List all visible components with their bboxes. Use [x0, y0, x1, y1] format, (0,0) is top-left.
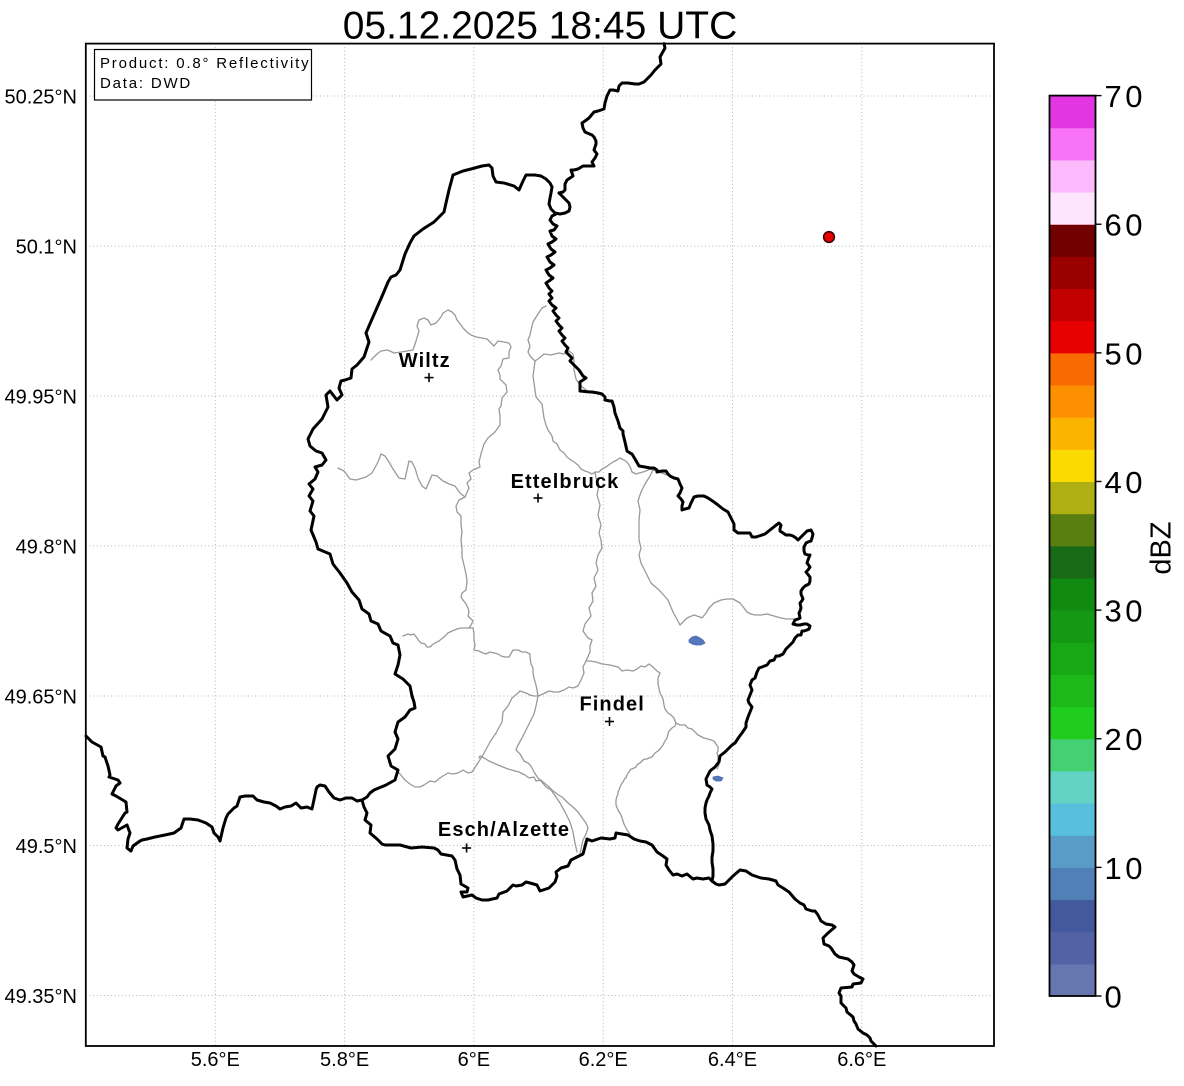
svg-text:50.1°N: 50.1°N — [16, 236, 77, 258]
svg-text:6.2°E: 6.2°E — [579, 1049, 628, 1071]
svg-text:Product: 0.8° Reflectivity: Product: 0.8° Reflectivity — [100, 55, 310, 72]
svg-text:60: 60 — [1105, 208, 1146, 243]
svg-text:70: 70 — [1105, 79, 1146, 114]
svg-text:40: 40 — [1105, 465, 1146, 500]
svg-text:49.65°N: 49.65°N — [5, 686, 78, 708]
svg-text:49.8°N: 49.8°N — [16, 536, 77, 558]
svg-text:Wiltz: Wiltz — [399, 350, 451, 372]
svg-text:20: 20 — [1105, 722, 1146, 757]
svg-text:Esch/Alzette: Esch/Alzette — [438, 819, 570, 841]
svg-text:Findel: Findel — [579, 694, 645, 716]
svg-text:10: 10 — [1105, 851, 1146, 886]
svg-text:5.6°E: 5.6°E — [191, 1049, 240, 1071]
svg-text:6.4°E: 6.4°E — [708, 1049, 757, 1071]
svg-text:5.8°E: 5.8°E — [320, 1049, 369, 1071]
svg-text:0: 0 — [1105, 980, 1126, 1015]
svg-text:30: 30 — [1105, 594, 1146, 629]
svg-text:50.25°N: 50.25°N — [5, 86, 78, 108]
svg-text:49.5°N: 49.5°N — [16, 836, 77, 858]
svg-text:6.6°E: 6.6°E — [837, 1049, 886, 1071]
svg-text:49.35°N: 49.35°N — [5, 986, 78, 1008]
svg-text:Ettelbruck: Ettelbruck — [511, 471, 620, 493]
svg-text:Data: DWD: Data: DWD — [100, 75, 192, 92]
svg-text:dBZ: dBZ — [1146, 521, 1178, 574]
svg-text:05.12.2025 18:45 UTC: 05.12.2025 18:45 UTC — [343, 5, 738, 48]
svg-text:50: 50 — [1105, 336, 1146, 371]
svg-text:49.95°N: 49.95°N — [5, 386, 78, 408]
svg-text:6°E: 6°E — [458, 1049, 490, 1071]
